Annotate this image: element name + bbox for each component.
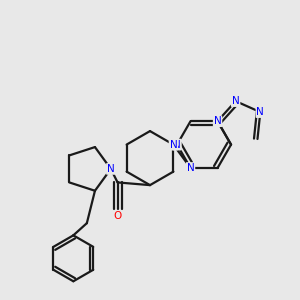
Text: N: N bbox=[107, 164, 115, 174]
Text: N: N bbox=[256, 107, 264, 117]
Text: N: N bbox=[232, 96, 239, 106]
Text: O: O bbox=[113, 211, 122, 221]
Text: N: N bbox=[214, 116, 221, 126]
Text: N: N bbox=[169, 140, 177, 150]
Text: N: N bbox=[187, 163, 194, 173]
Text: N: N bbox=[173, 140, 181, 150]
